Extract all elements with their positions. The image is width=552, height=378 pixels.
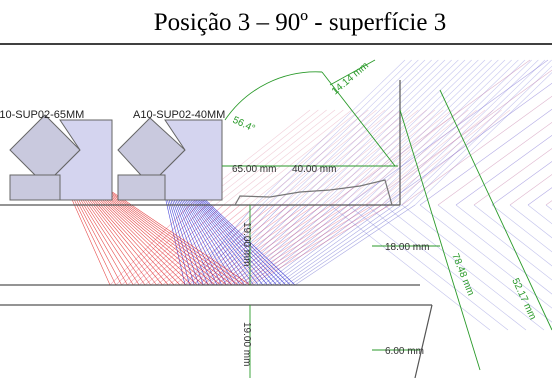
beam-ray — [348, 205, 508, 330]
beam-ray — [198, 205, 316, 285]
beam-ray — [368, 60, 518, 205]
probes — [10, 115, 222, 200]
beam-ray — [510, 60, 552, 205]
beam-ray — [474, 205, 552, 330]
beam-ray — [254, 205, 355, 285]
probe-label: A10-SUP02-65MM — [0, 109, 84, 121]
dimension-label: 6.00 mm — [385, 346, 424, 357]
beam-ray — [288, 60, 438, 205]
beam-ray — [116, 205, 198, 285]
dimension-label: 52.17 mm — [509, 277, 538, 322]
beam-ray — [402, 60, 552, 205]
dimension-label: 19.00 mm — [241, 222, 252, 266]
beam-ray — [546, 60, 552, 205]
dimension-label: 78.48 mm — [449, 252, 476, 297]
beam-ray — [302, 60, 452, 205]
diagram: Posição 3 – 90º - superfície 3 56.4° 14.… — [0, 0, 552, 378]
beam-ray — [348, 60, 548, 205]
beam-ray — [366, 60, 552, 205]
angle-label: 56.4° — [231, 115, 257, 135]
dimension-label: 19.00 mm — [241, 322, 252, 366]
beam-ray — [492, 60, 552, 205]
beam-ray — [546, 205, 552, 330]
dimension-label: 65.00 mm — [232, 164, 276, 175]
dimension-label: 40.00 mm — [292, 164, 336, 175]
beam-ray — [330, 60, 530, 205]
dimension-label: 14.14 mm — [330, 60, 371, 97]
page: Posição 3 – 90º - superfície 3 56.4° 14.… — [0, 0, 552, 378]
beam-ray — [342, 60, 492, 205]
dimension-label: 18.00 mm — [385, 242, 429, 253]
title: Posição 3 – 90º - superfície 3 — [154, 9, 446, 36]
beam-ray — [308, 60, 458, 205]
beam-ray — [438, 60, 552, 205]
probe-label: A10-SUP02-40MM — [133, 109, 225, 121]
beam-ray — [335, 60, 485, 205]
beam-ray — [388, 60, 538, 205]
